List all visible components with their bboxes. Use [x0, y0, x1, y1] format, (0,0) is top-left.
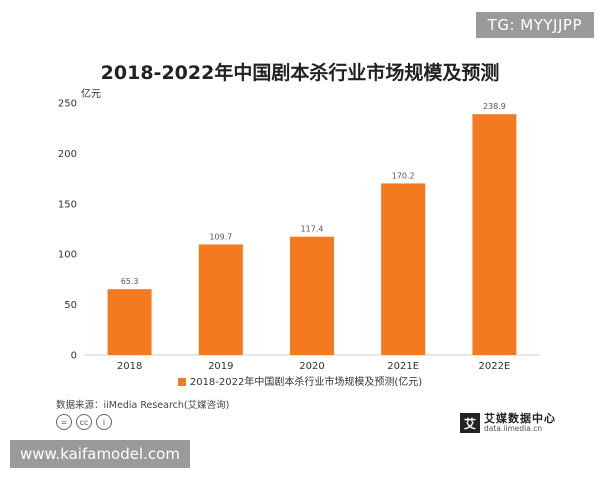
- cc-nd-icon: =: [56, 414, 72, 430]
- y-axis-ticks: 0 50 100 150 200 250: [58, 99, 77, 362]
- y-tick-label: 250: [58, 99, 77, 110]
- x-tick-label: 2021E: [387, 361, 419, 372]
- value-label: 117.4: [301, 225, 324, 234]
- site-watermark: www.kaifamodel.com: [10, 440, 190, 468]
- y-tick-label: 150: [58, 199, 77, 210]
- bars-group: 65.3 2018 109.7 2019 117.4 2020 170.2 2021E 238.…: [107, 102, 517, 372]
- legend-label: 2018-2022年中国剧本杀行业市场规模及预测(亿元): [189, 377, 423, 388]
- license-icons: = cc i: [56, 414, 112, 430]
- legend-swatch: [177, 378, 186, 386]
- cc-icon: cc: [76, 414, 92, 430]
- brand-name: 艾媒数据中心: [484, 412, 556, 426]
- legend: 2018-2022年中国剧本杀行业市场规模及预测(亿元): [0, 373, 600, 388]
- y-tick-label: 50: [64, 300, 77, 311]
- value-label: 238.9: [483, 102, 506, 111]
- value-label: 109.7: [209, 232, 232, 241]
- x-tick-label: 2020: [299, 361, 324, 372]
- value-label: 65.3: [121, 277, 139, 286]
- x-tick-label: 2022E: [479, 361, 511, 372]
- data-source: 数据来源：iiMedia Research(艾媒咨询): [56, 400, 230, 411]
- y-axis-unit: 亿元: [81, 87, 101, 100]
- bar-2022E: [472, 114, 517, 355]
- tg-badge: TG: MYYJJPP: [475, 12, 594, 38]
- bar-2021E: [381, 183, 426, 355]
- y-tick-label: 100: [58, 250, 77, 261]
- y-tick-label: 200: [58, 149, 77, 160]
- bar-2019: [198, 244, 243, 355]
- x-tick-label: 2019: [208, 361, 233, 372]
- chart-title: 2018-2022年中国剧本杀行业市场规模及预测: [100, 62, 500, 84]
- value-label: 170.2: [392, 171, 415, 180]
- brand-url: data.iimedia.cn: [484, 423, 543, 433]
- bar-2018: [107, 289, 152, 355]
- x-tick-label: 2018: [117, 361, 142, 372]
- brand-logo: 艾 艾媒数据中心 data.iimedia.cn: [460, 413, 556, 433]
- brand-mark-icon: 艾: [460, 413, 480, 433]
- cc-by-icon: i: [96, 414, 112, 430]
- bar-2020: [290, 236, 334, 355]
- y-tick-label: 0: [71, 351, 77, 362]
